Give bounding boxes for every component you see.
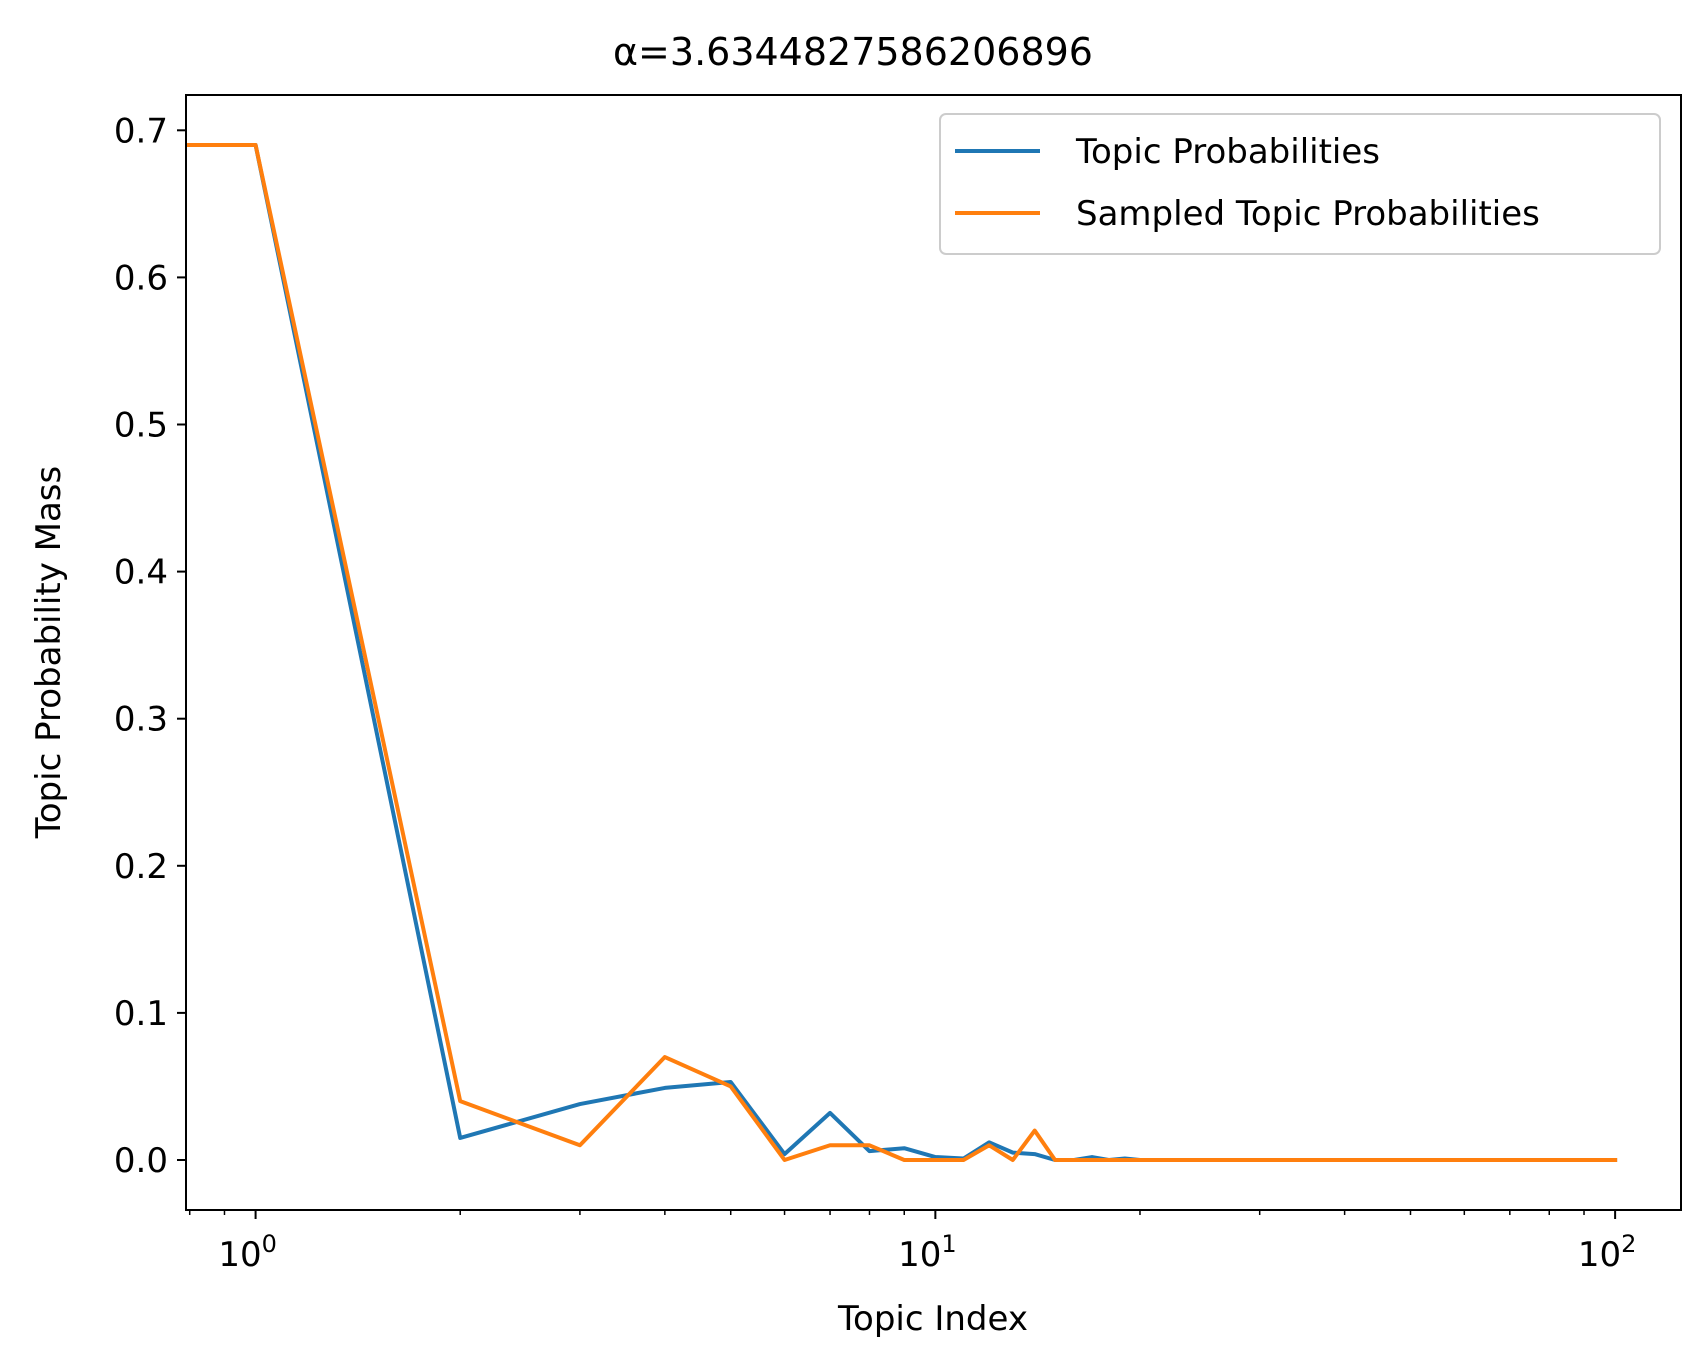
plot-area-frame <box>185 94 1682 1211</box>
y-tick-label: 0.2 <box>114 847 168 887</box>
x-tick-label: 100 <box>218 1230 277 1275</box>
legend: Topic Probabilities Sampled Topic Probab… <box>939 113 1661 255</box>
x-tick-base: 10 <box>1578 1235 1621 1275</box>
series-line-sampled-topic-probabilities <box>186 143 1618 1162</box>
x-tick-label: 102 <box>1578 1230 1637 1275</box>
x-axis-ticks: 100 101 102 <box>218 1210 1636 1275</box>
legend-label-sampled-topic-probabilities: Sampled Topic Probabilities <box>1076 194 1540 234</box>
y-tick-label: 0.6 <box>114 258 168 298</box>
y-tick-label: 0.3 <box>114 700 168 740</box>
x-tick-base: 10 <box>218 1235 261 1275</box>
x-tick-exponent: 1 <box>941 1230 956 1258</box>
x-tick-label: 101 <box>898 1230 957 1275</box>
y-tick-label: 0.4 <box>114 553 168 593</box>
chart-title: α=3.6344827586206896 <box>613 30 1093 74</box>
y-axis-label: Topic Probability Mass <box>29 466 69 839</box>
series-lines <box>186 143 1618 1162</box>
x-axis-label: Topic Index <box>837 1299 1028 1339</box>
y-tick-label: 0.1 <box>114 994 168 1034</box>
y-tick-label: 0.7 <box>114 111 168 151</box>
legend-frame <box>939 113 1661 255</box>
y-axis-ticks: 0.0 0.1 0.2 0.3 0.4 0.5 0.6 0.7 <box>114 111 186 1181</box>
x-tick-exponent: 0 <box>262 1230 277 1258</box>
x-tick-base: 10 <box>898 1235 941 1275</box>
x-tick-exponent: 2 <box>1621 1230 1636 1258</box>
y-tick-label: 0.5 <box>114 405 168 445</box>
legend-label-topic-probabilities: Topic Probabilities <box>1075 132 1380 172</box>
y-tick-label: 0.0 <box>114 1141 168 1181</box>
